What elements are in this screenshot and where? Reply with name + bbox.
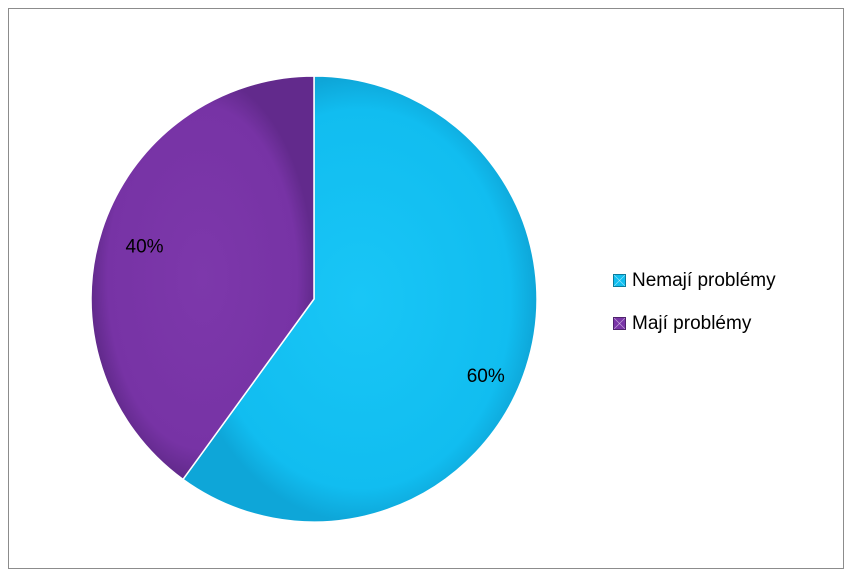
pie-data-label: 60% <box>467 366 505 387</box>
pie-slice <box>181 75 538 523</box>
legend-swatch-icon <box>613 317 626 330</box>
legend-item: Nemají problémy <box>613 266 776 295</box>
pie-data-label: 40% <box>126 237 164 258</box>
legend-label: Mají problémy <box>632 312 752 334</box>
chart-area: 60% 40% Nemají problémy Mají problémy <box>8 8 844 569</box>
legend-swatch-icon <box>613 274 626 287</box>
pie-chart: 60% 40% <box>90 75 538 523</box>
legend-label: Nemají problémy <box>632 269 776 291</box>
legend: Nemají problémy Mají problémy <box>613 266 776 352</box>
legend-item: Mají problémy <box>613 309 776 338</box>
pie-slice <box>90 75 315 481</box>
